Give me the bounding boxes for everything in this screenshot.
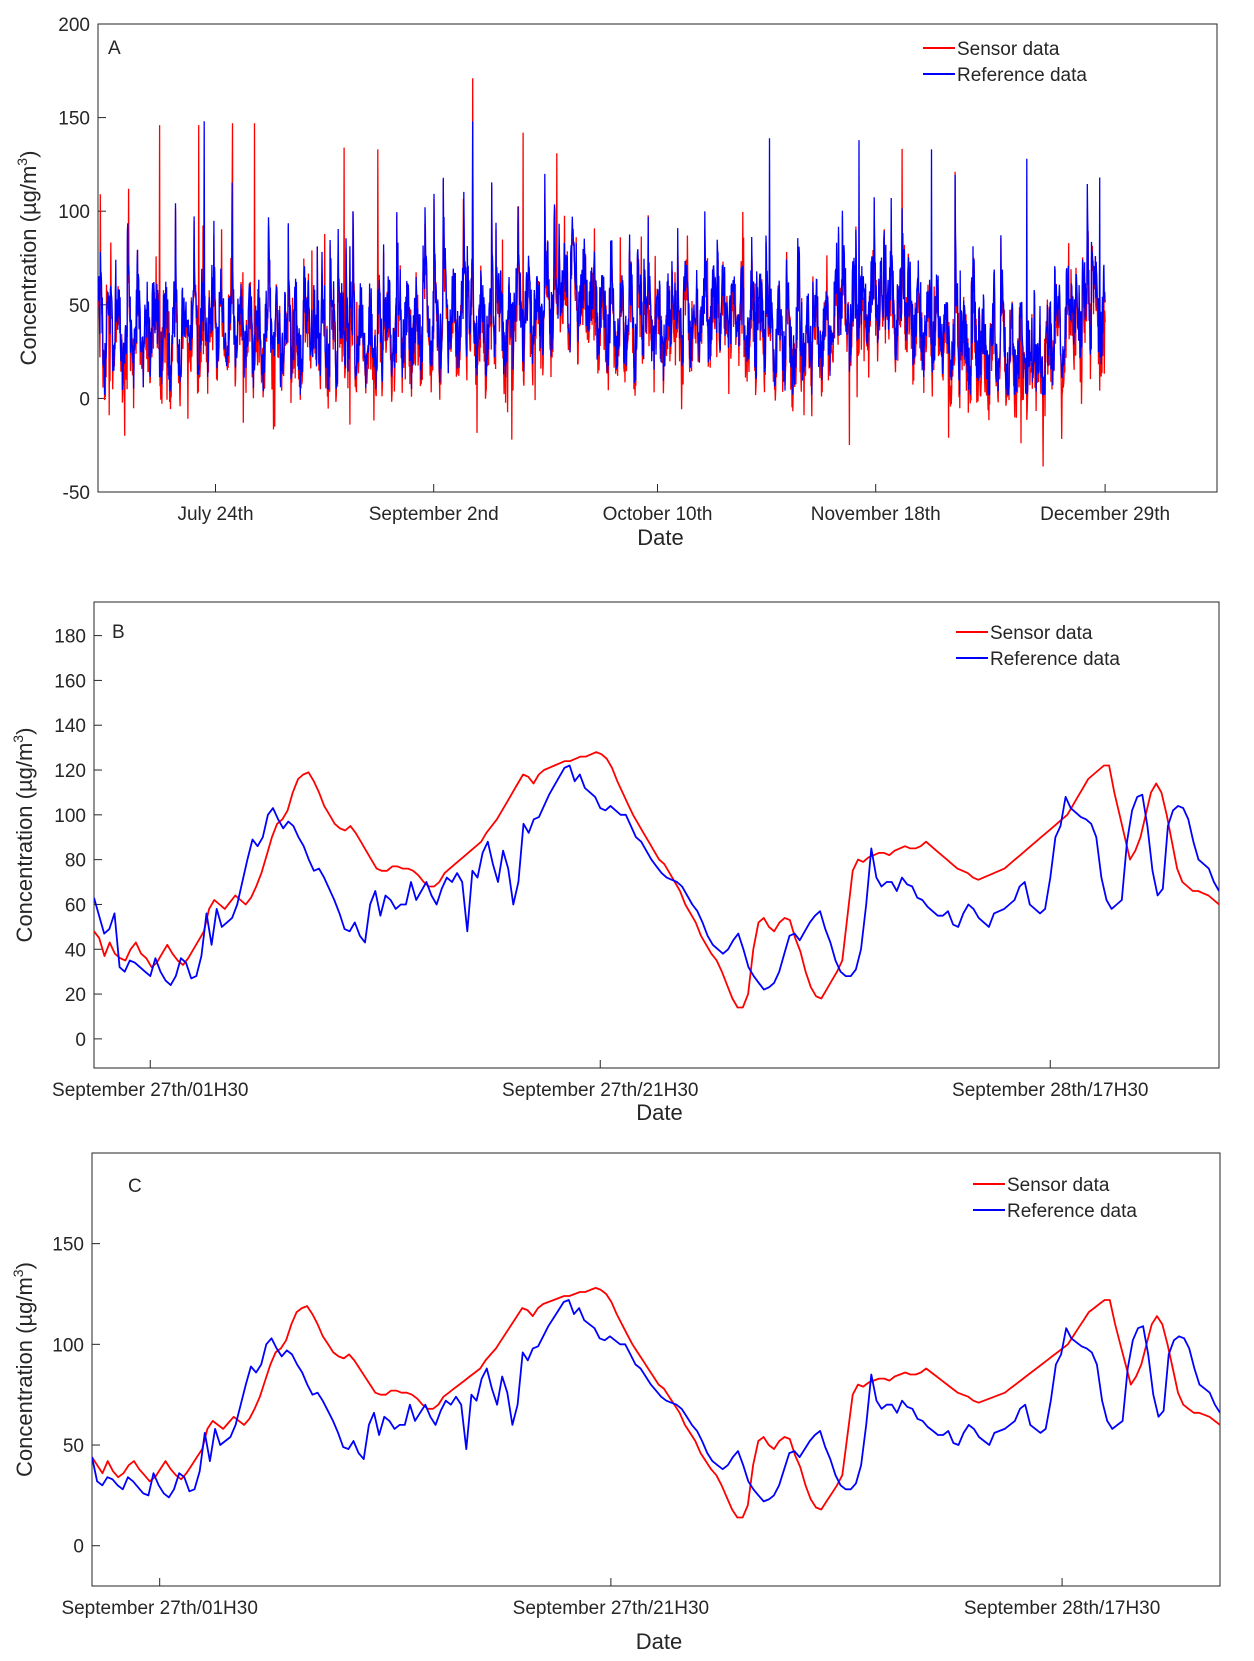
sensor-line bbox=[98, 78, 1106, 467]
y-tick-label: 200 bbox=[58, 15, 90, 36]
y-tick-label: 80 bbox=[65, 851, 86, 872]
sensor-line bbox=[92, 1287, 1220, 1519]
legend-label: Reference data bbox=[990, 649, 1120, 670]
y-tick-label: 100 bbox=[52, 1335, 84, 1356]
panel-label: C bbox=[128, 1176, 142, 1197]
y-tick-label: 60 bbox=[65, 895, 86, 916]
y-tick-label: 120 bbox=[54, 761, 86, 782]
legend-label: Sensor data bbox=[1007, 1175, 1110, 1196]
y-tick-label: 50 bbox=[63, 1436, 84, 1457]
y-tick-label: 40 bbox=[65, 940, 86, 961]
y-tick-label: 150 bbox=[58, 109, 90, 130]
legend-label: Sensor data bbox=[990, 623, 1093, 644]
axes-box bbox=[97, 23, 1218, 493]
x-axis-label: Date bbox=[637, 525, 683, 550]
x-tick-label: September 2nd bbox=[369, 504, 499, 525]
plot-area bbox=[94, 751, 1219, 1009]
axes-box bbox=[91, 1152, 1221, 1587]
y-axis-label: Concentration (µg/m3) bbox=[14, 151, 41, 366]
y-tick-label: 100 bbox=[54, 806, 86, 827]
y-axis-label-sup: 3 bbox=[14, 158, 30, 166]
y-axis-label-sup: 3 bbox=[10, 735, 26, 743]
x-tick-label: December 29th bbox=[1040, 504, 1170, 525]
sensor-line bbox=[94, 751, 1219, 1009]
legend-label: Sensor data bbox=[957, 39, 1060, 60]
y-axis-label-close: ) bbox=[16, 151, 41, 158]
panel-label: B bbox=[112, 622, 125, 643]
y-tick-label: 50 bbox=[69, 296, 90, 317]
axes-box bbox=[93, 601, 1220, 1069]
x-tick-label: September 27th/01H30 bbox=[61, 1598, 257, 1619]
y-tick-label: 100 bbox=[58, 202, 90, 223]
legend-label: Reference data bbox=[1007, 1201, 1137, 1222]
panel-label: A bbox=[108, 38, 121, 59]
x-tick-label: September 28th/17H30 bbox=[964, 1598, 1160, 1619]
panel-a: -50 0 50 100 150 200 July 24th September 2nd Oct… bbox=[14, 15, 1218, 550]
y-tick-label: 0 bbox=[75, 1030, 86, 1051]
x-tick-label: July 24th bbox=[177, 504, 253, 525]
reference-line bbox=[92, 1299, 1220, 1503]
x-tick-label: September 27th/21H30 bbox=[513, 1598, 709, 1619]
y-tick-label: 0 bbox=[73, 1537, 84, 1558]
y-tick-label: -50 bbox=[63, 483, 90, 504]
y-tick-label: 180 bbox=[54, 627, 86, 648]
y-tick-label: 160 bbox=[54, 671, 86, 692]
y-axis-label: Concentration (µg/m3) bbox=[10, 1262, 37, 1477]
y-tick-label: 0 bbox=[79, 389, 90, 410]
plot-area bbox=[98, 78, 1106, 467]
y-tick-label: 150 bbox=[52, 1235, 84, 1256]
legend-label: Reference data bbox=[957, 65, 1087, 86]
reference-line bbox=[94, 764, 1219, 991]
x-tick-label: November 18th bbox=[811, 504, 941, 525]
reference-line bbox=[98, 121, 1106, 396]
x-tick-label: September 27th/01H30 bbox=[52, 1080, 248, 1101]
x-tick-label: September 27th/21H30 bbox=[502, 1080, 698, 1101]
y-tick-label: 140 bbox=[54, 716, 86, 737]
y-axis-label-main: Concentration (µg/m bbox=[12, 743, 37, 943]
panel-c: 0 50 100 150 September 27th/01H30 September 2… bbox=[10, 1152, 1221, 1654]
plot-area bbox=[92, 1287, 1220, 1519]
y-axis-label-close: ) bbox=[12, 1262, 37, 1269]
y-axis-label-main: Concentration (µg/m bbox=[12, 1277, 37, 1477]
y-axis-label: Concentration (µg/m3) bbox=[10, 728, 37, 943]
x-tick-label: September 28th/17H30 bbox=[952, 1080, 1148, 1101]
x-tick-label: October 10th bbox=[603, 504, 713, 525]
y-axis-label-main: Concentration (µg/m bbox=[16, 166, 41, 366]
x-axis-label: Date bbox=[636, 1629, 682, 1654]
panel-b: 0 20 40 60 80 100 120 140 160 180 September 27th/0… bbox=[10, 601, 1220, 1125]
x-axis-label: Date bbox=[636, 1100, 682, 1125]
y-axis-label-close: ) bbox=[12, 728, 37, 735]
y-axis-label-sup: 3 bbox=[10, 1269, 26, 1277]
y-tick-label: 20 bbox=[65, 985, 86, 1006]
